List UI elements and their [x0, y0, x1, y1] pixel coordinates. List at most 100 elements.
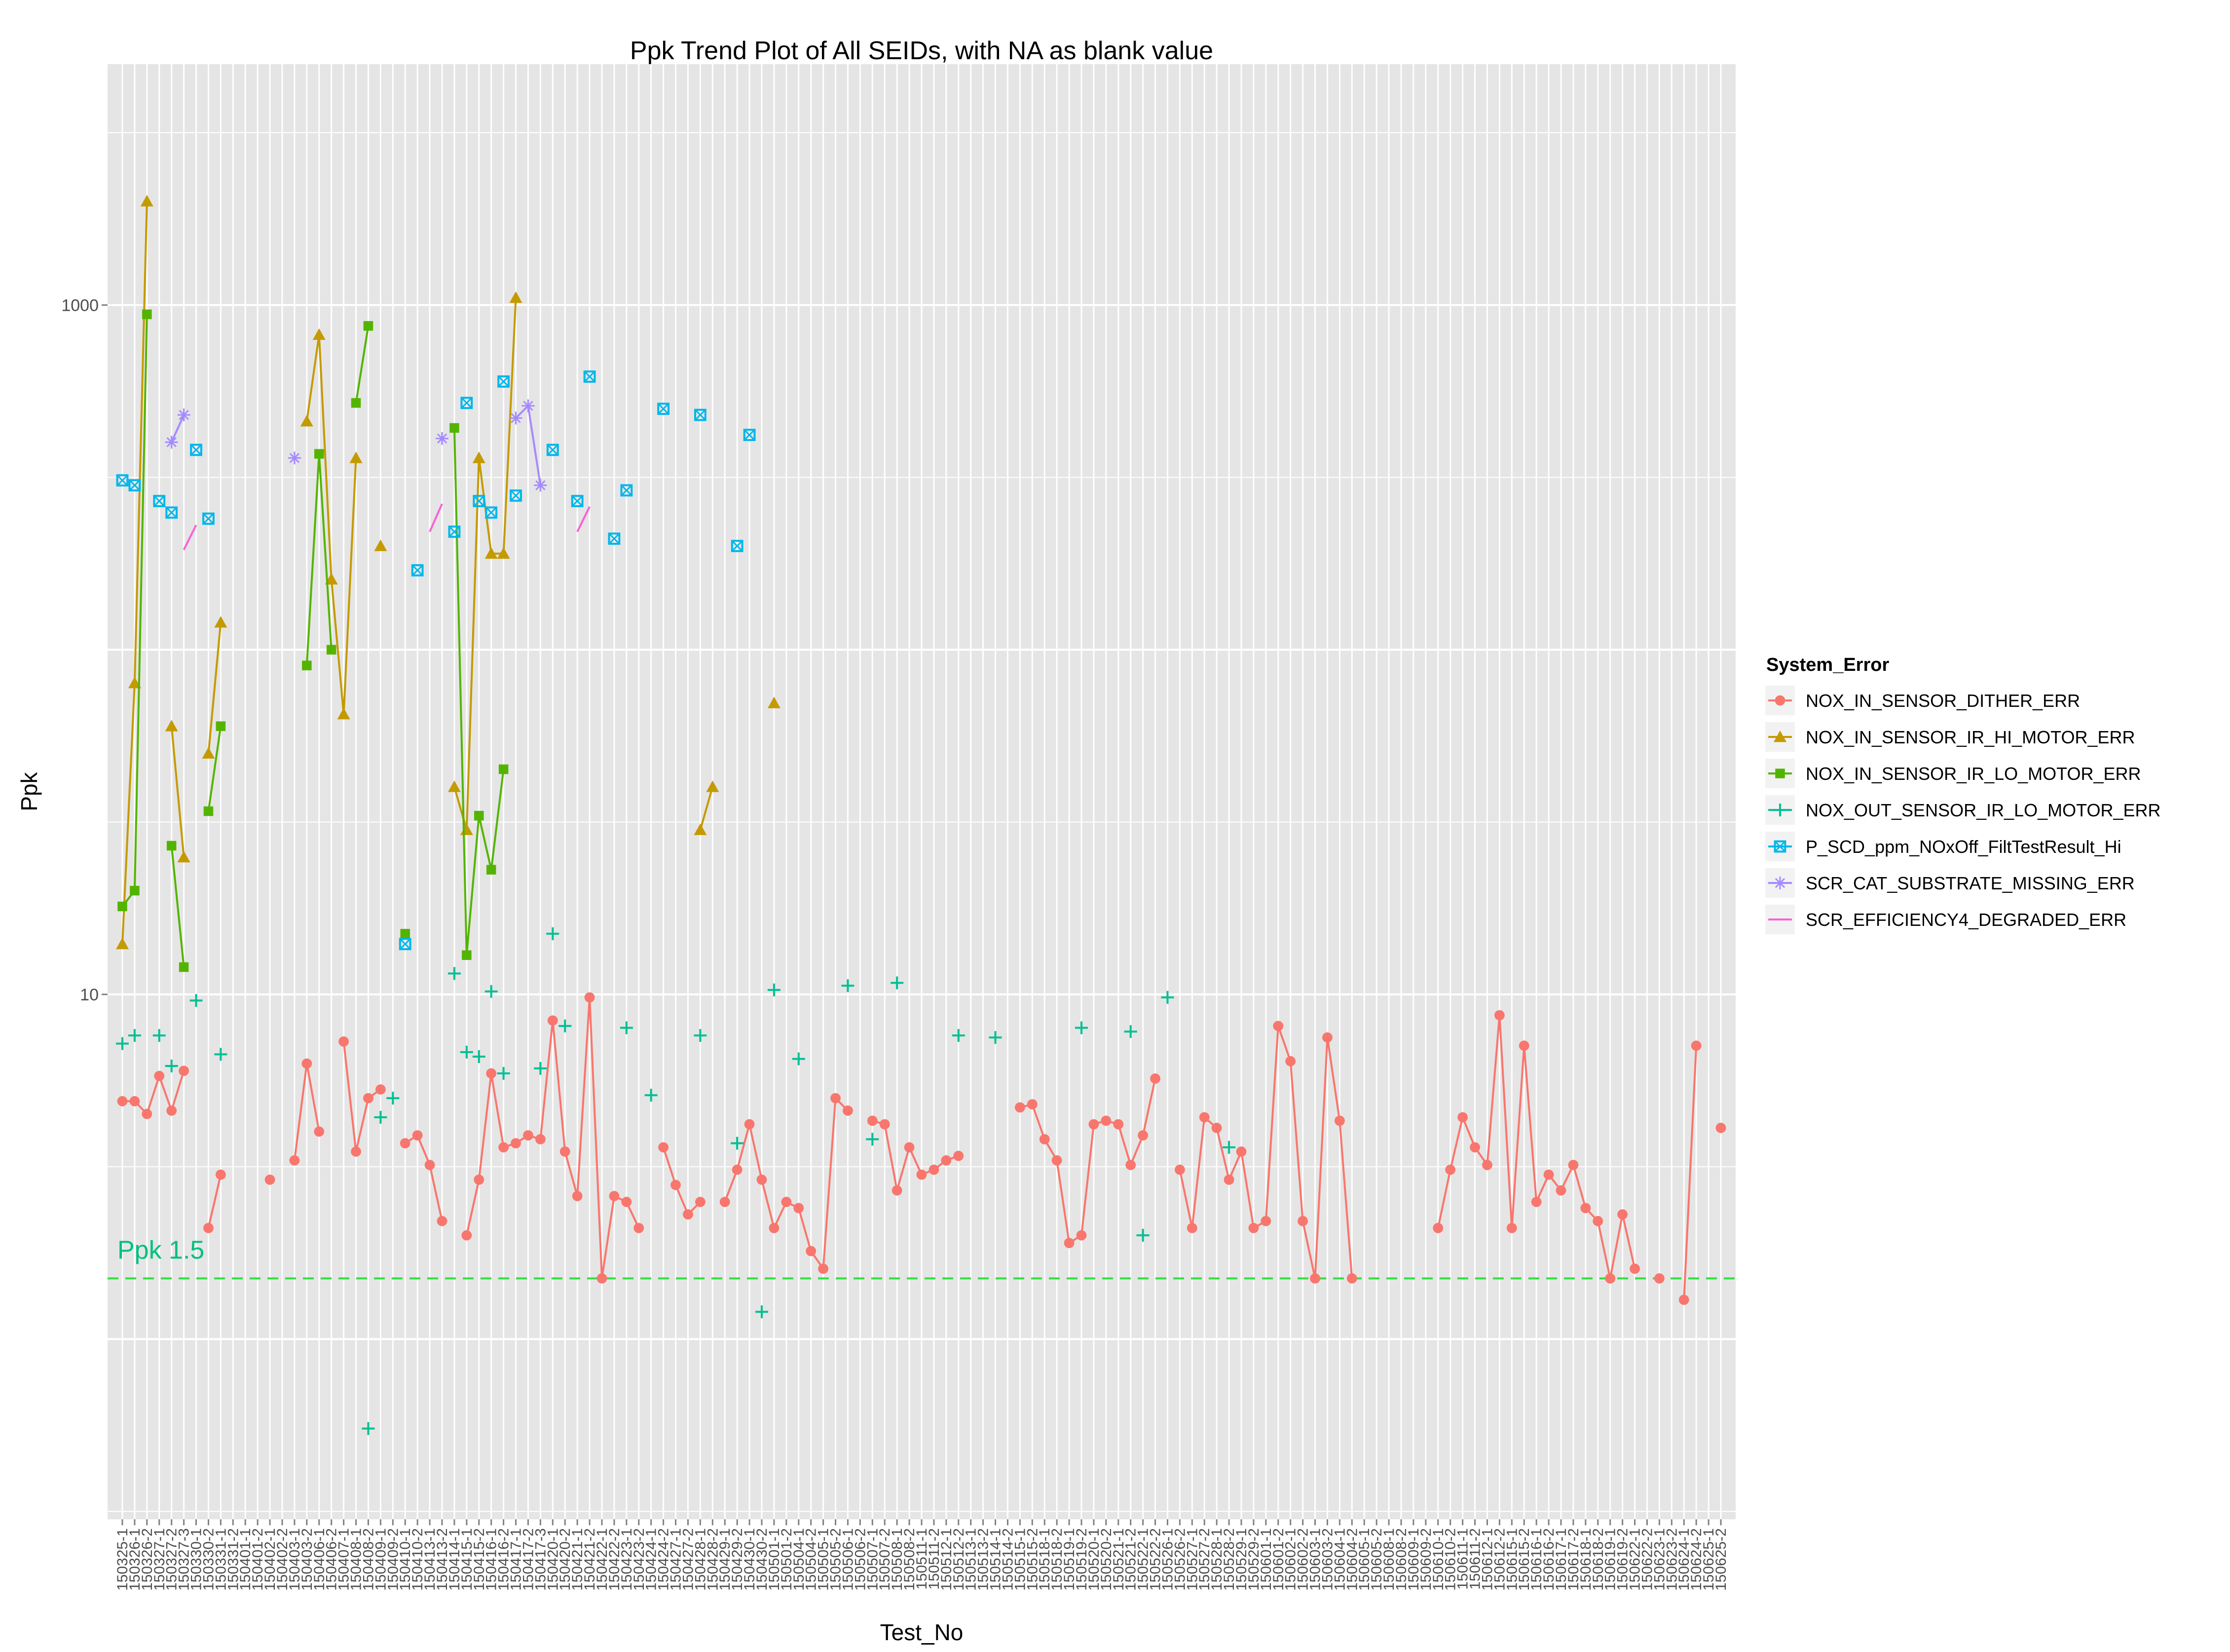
data-point-cross [1774, 841, 1786, 852]
x-tick-label: 150413-2 [434, 1528, 450, 1591]
x-tick-label: 150601-1 [1258, 1528, 1274, 1591]
x-tick-label: 150604-2 [1344, 1528, 1360, 1591]
series-line [183, 524, 197, 551]
data-point [1124, 1025, 1137, 1038]
data-point [314, 1126, 325, 1137]
series-layer [116, 195, 1726, 1435]
data-point-cross [190, 444, 202, 456]
x-tick-label: 150518-2 [1049, 1528, 1065, 1591]
x-tick-label: 150515-1 [1012, 1528, 1028, 1591]
data-point [165, 436, 178, 449]
x-tick-label: 150507-2 [877, 1528, 893, 1591]
x-tick-label: 150424-1 [643, 1528, 660, 1591]
data-point [572, 1191, 583, 1202]
data-point [374, 1111, 387, 1124]
data-point [436, 432, 448, 445]
data-point [1101, 1115, 1112, 1126]
x-tick-label: 150624-1 [1676, 1528, 1692, 1591]
data-point [474, 810, 484, 821]
data-point [325, 573, 338, 585]
data-point [793, 1203, 804, 1213]
data-point [497, 375, 510, 388]
data-point [411, 564, 424, 577]
x-tick-label: 150331-1 [213, 1528, 229, 1591]
data-point [609, 1191, 620, 1202]
series-line [699, 786, 714, 831]
x-tick-label: 150611-1 [1455, 1528, 1471, 1590]
x-tick-label: 150407-1 [336, 1528, 352, 1591]
data-point-cross [116, 475, 128, 486]
x-tick-label: 150520-2 [1098, 1528, 1115, 1591]
data-point [337, 707, 350, 720]
x-tick-label: 150615-2 [1516, 1528, 1532, 1591]
data-point [1556, 1185, 1566, 1196]
data-point [571, 495, 584, 508]
data-point [462, 950, 472, 960]
x-tick-label: 150501-1 [766, 1528, 782, 1591]
x-tick-label: 150507-1 [864, 1528, 881, 1591]
data-point [694, 1029, 707, 1042]
data-point [1654, 1273, 1665, 1284]
data-point [756, 1175, 767, 1185]
x-tick-label: 150529-2 [1246, 1528, 1262, 1591]
data-point-cross [498, 375, 510, 387]
x-tick-label: 150417-2 [520, 1528, 536, 1591]
data-point [732, 1164, 743, 1175]
data-point [177, 408, 190, 422]
x-tick-label: 150605-2 [1369, 1528, 1385, 1591]
legend-label: P_SCD_ppm_NOxOff_FiltTestResult_Hi [1806, 837, 2121, 857]
x-tick-label: 150327-2 [164, 1528, 180, 1591]
x-tick-label: 150506-2 [852, 1528, 868, 1591]
data-point-cross [203, 513, 214, 524]
data-point [116, 474, 129, 487]
x-tick-label: 150522-1 [1135, 1528, 1152, 1591]
legend-label: NOX_IN_SENSOR_IR_HI_MOTOR_ERR [1806, 727, 2135, 747]
x-tick-label: 150428-1 [692, 1528, 708, 1591]
data-point [1075, 1021, 1088, 1034]
data-point-cross [743, 429, 755, 441]
x-tick-label: 150522-2 [1148, 1528, 1164, 1591]
x-tick-label: 150505-1 [816, 1528, 832, 1591]
data-point [448, 525, 461, 538]
data-point [1199, 1112, 1210, 1123]
x-tick-label: 150521-2 [1123, 1528, 1139, 1591]
data-point [460, 397, 473, 409]
data-point [694, 823, 707, 835]
x-tick-label: 150618-1 [1578, 1528, 1594, 1591]
data-point [1236, 1146, 1247, 1157]
data-point [511, 1138, 521, 1149]
data-point [658, 1142, 669, 1153]
data-point [461, 1230, 472, 1241]
data-point [152, 1029, 166, 1042]
data-point [472, 451, 485, 463]
data-point [1506, 1223, 1517, 1233]
x-tick-label: 150430-2 [754, 1528, 770, 1591]
legend-label: NOX_IN_SENSOR_DITHER_ERR [1806, 691, 2080, 711]
data-point [806, 1246, 817, 1256]
data-point [596, 1273, 607, 1284]
data-point [1580, 1203, 1591, 1213]
data-point [694, 408, 706, 421]
series-group [117, 992, 1726, 1305]
data-point-cross [461, 397, 473, 409]
x-tick-label: 150424-2 [656, 1528, 672, 1591]
data-point [891, 976, 904, 990]
data-point-cross [731, 540, 743, 552]
x-tick-label: 150526-2 [1172, 1528, 1188, 1591]
data-point [558, 1019, 572, 1032]
data-point [1298, 1215, 1308, 1226]
data-point [128, 479, 141, 492]
series-line [207, 622, 222, 754]
data-point [608, 532, 621, 545]
x-tick-label: 150401-2 [250, 1528, 266, 1591]
data-point [1774, 840, 1786, 853]
x-tick-label: 150423-1 [619, 1528, 635, 1591]
data-point [743, 429, 756, 441]
x-tick-label: 150427-1 [668, 1528, 684, 1591]
data-point [1285, 1056, 1296, 1066]
data-point [952, 1029, 965, 1042]
x-tick-label: 150408-2 [360, 1528, 376, 1591]
data-point [447, 967, 461, 980]
data-point-cross [411, 564, 423, 576]
